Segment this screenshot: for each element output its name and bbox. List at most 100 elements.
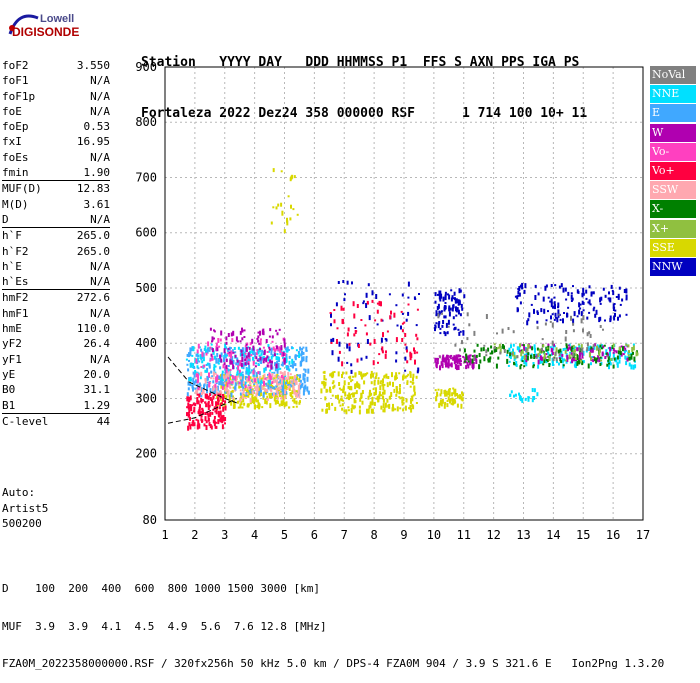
data-point-e (253, 348, 256, 353)
data-point-vo (224, 417, 226, 421)
data-point-e (294, 377, 297, 382)
data-point-w (571, 357, 574, 362)
data-point-noval (459, 348, 461, 352)
data-point-sse (367, 408, 370, 414)
data-point-vo (217, 397, 219, 402)
data-point-nne (624, 355, 627, 360)
data-point-x (630, 353, 633, 358)
data-point-w (558, 357, 561, 359)
data-point-vo (208, 404, 211, 408)
data-point-w (256, 359, 259, 362)
header-value: 1 (461, 106, 470, 121)
data-point-sse (286, 217, 288, 223)
data-point-sse (269, 403, 272, 409)
data-point-vo (190, 407, 193, 412)
data-point-w (236, 359, 239, 363)
data-point-vo (209, 411, 212, 417)
data-point-nne (252, 356, 255, 361)
data-point-nnw (346, 361, 349, 364)
data-point-vo (401, 322, 404, 325)
data-point-vo (260, 338, 262, 341)
data-point-w (452, 356, 455, 361)
data-point-sse (359, 397, 362, 402)
data-point-ssw (287, 375, 290, 381)
data-point-sse (394, 375, 397, 381)
data-point-vo (191, 404, 194, 407)
data-point-nnw (604, 319, 606, 322)
param-name: hmF1 (2, 306, 29, 320)
data-point-nnw (585, 297, 588, 300)
data-point-sse (460, 395, 463, 400)
data-point-e (302, 351, 305, 355)
data-point-e (189, 383, 192, 387)
data-point-sse (333, 384, 336, 388)
data-point-w (283, 357, 286, 362)
header-label: IGA (532, 55, 556, 70)
data-point-noval (606, 355, 609, 358)
data-point-e (296, 374, 299, 377)
param-name: B1 (2, 398, 16, 412)
param-row: foEs N/A (2, 150, 110, 165)
data-point-sse (340, 388, 343, 391)
data-point-vo (263, 380, 265, 386)
data-point-nne (538, 356, 541, 359)
data-point-sse (289, 217, 292, 221)
data-point-nnw (460, 303, 463, 308)
data-point-nnw (537, 292, 540, 296)
data-point-vo (376, 302, 379, 305)
data-point-e (303, 379, 306, 382)
data-point-nnw (448, 311, 451, 317)
data-point-nne (514, 393, 517, 397)
header-value: 000000 (336, 106, 384, 121)
data-point-w (457, 365, 460, 370)
data-point-x (611, 345, 614, 349)
data-point-vo (196, 397, 199, 402)
data-point-noval (511, 352, 513, 355)
data-point-sse (410, 399, 412, 404)
data-point-vo (196, 393, 199, 396)
data-point-e (186, 353, 189, 357)
data-point-sse (380, 407, 383, 410)
data-point-vo (205, 403, 208, 408)
data-point-nne (196, 352, 199, 355)
data-point-x (493, 348, 496, 353)
data-point-nne (267, 356, 270, 362)
data-point-e (228, 346, 231, 351)
data-point-nne (574, 346, 577, 349)
data-point-x (465, 353, 468, 356)
data-point-noval (503, 349, 506, 353)
data-point-ssw (278, 387, 281, 391)
data-point-sse (374, 376, 377, 380)
data-point-nnw (439, 332, 442, 335)
data-point-sse (375, 387, 377, 393)
data-point-x (527, 344, 530, 348)
data-point-nnw (545, 319, 548, 322)
data-point-vo (385, 350, 387, 354)
data-point-nne (540, 359, 543, 364)
data-point-vo (206, 397, 209, 400)
data-point-ssw (223, 382, 226, 385)
data-point-w (241, 356, 244, 362)
param-name: foF1 (2, 74, 29, 88)
data-point-nne (524, 359, 527, 364)
param-name: yE (2, 367, 16, 381)
data-point-vo (267, 362, 270, 365)
data-point-nne (510, 390, 513, 394)
data-point-w (262, 360, 265, 364)
data-point-nnw (564, 287, 567, 292)
param-row: foE N/A (2, 104, 110, 119)
param-name: fmin (2, 166, 29, 180)
data-point-sse (370, 381, 373, 385)
data-point-vo (234, 375, 237, 381)
data-point-nnw (335, 302, 338, 307)
data-point-nne (508, 360, 511, 363)
data-point-nne (591, 356, 594, 358)
data-point-sse (399, 384, 401, 387)
data-point-sse (342, 399, 345, 402)
data-point-ssw (258, 376, 261, 381)
x-tick-label: 17 (636, 528, 650, 542)
data-point-nne (212, 350, 215, 355)
data-point-e (305, 346, 308, 352)
data-point-nne (593, 344, 596, 350)
data-point-sse (395, 393, 398, 397)
